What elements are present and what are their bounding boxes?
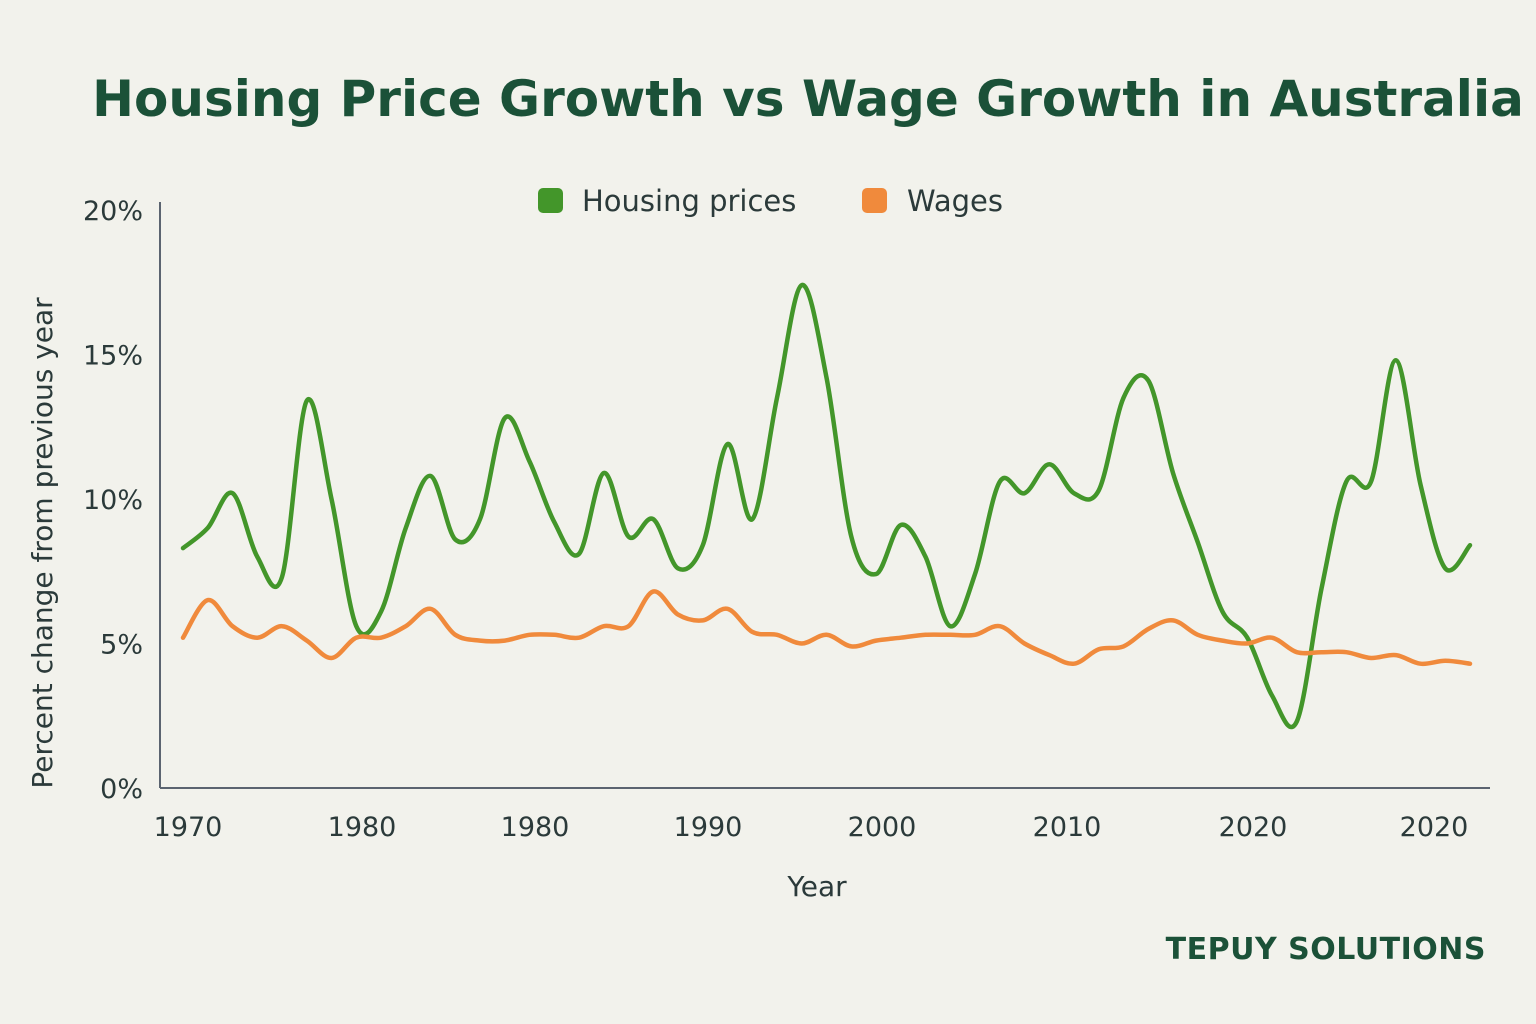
y-tick-label: 0% — [100, 774, 143, 805]
y-tick-label: 10% — [83, 485, 143, 516]
legend-label: Housing prices — [582, 184, 796, 218]
brand-logo-text: TEPUY SOLUTIONS — [1165, 932, 1486, 967]
series-line-housing-prices — [180, 282, 1473, 730]
y-tick-label: 20% — [83, 196, 143, 227]
legend-swatch — [538, 188, 563, 213]
x-tick-label: 2020 — [1219, 812, 1288, 843]
x-axis-label: Year — [786, 870, 847, 903]
y-axis-ticks: 0% 5% 10% 15% 20% — [83, 196, 143, 805]
series-line-wages — [180, 589, 1473, 667]
x-tick-label: 2010 — [1033, 812, 1102, 843]
legend: Housing prices Wages — [538, 184, 1003, 218]
y-tick-label: 15% — [83, 341, 143, 372]
series-group — [180, 282, 1473, 730]
axes — [159, 202, 1490, 789]
x-tick-label: 1990 — [674, 812, 743, 843]
x-tick-label: 1980 — [501, 812, 570, 843]
y-tick-label: 5% — [100, 630, 143, 661]
chart-title: Housing Price Growth vs Wage Growth in A… — [92, 70, 1524, 128]
x-tick-label: 2000 — [848, 812, 917, 843]
x-axis-ticks: 1970 1980 1980 1990 2000 2010 2020 2020 — [154, 812, 1469, 843]
y-axis-label: Percent change from previous year — [26, 297, 59, 789]
x-tick-label: 2020 — [1400, 812, 1469, 843]
legend-label: Wages — [907, 184, 1003, 218]
x-tick-label: 1980 — [328, 812, 397, 843]
legend-swatch — [862, 188, 887, 213]
x-tick-label: 1970 — [154, 812, 223, 843]
